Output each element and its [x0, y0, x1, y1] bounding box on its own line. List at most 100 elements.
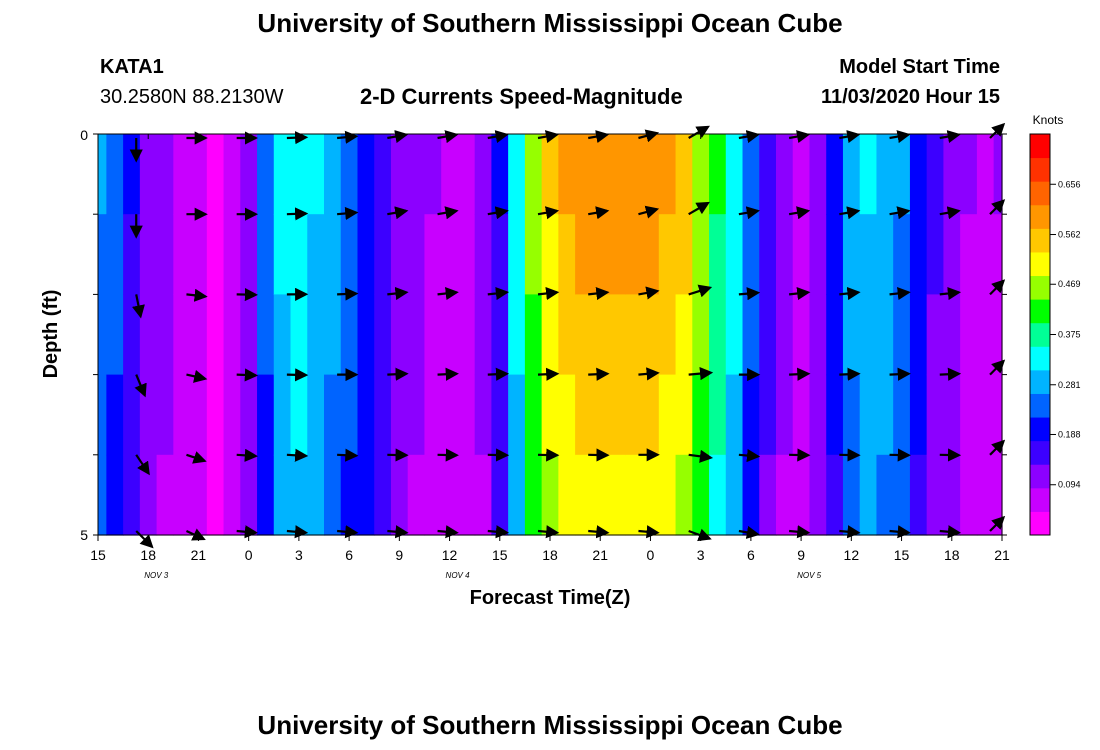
heatmap-cell [943, 214, 961, 295]
heatmap-cell [273, 454, 292, 536]
current-vector [588, 286, 610, 301]
heatmap-cell [240, 134, 258, 215]
heatmap-cell [173, 374, 191, 456]
heatmap-cell [357, 454, 375, 536]
heatmap-cell [842, 374, 861, 456]
heatmap-cell [960, 294, 978, 376]
heatmap-cells [98, 134, 1003, 536]
colorbar-tick-label: 0.469 [1058, 279, 1081, 289]
heatmap-cell [658, 214, 677, 295]
current-vector [186, 288, 208, 302]
heatmap-cell [491, 374, 509, 456]
heatmap-cell [424, 454, 442, 536]
heatmap-cell [792, 294, 811, 376]
current-vector [437, 367, 459, 381]
heatmap-cell [742, 454, 760, 536]
heatmap-cell [859, 134, 878, 215]
current-vectors [129, 122, 1006, 549]
heatmap-cell [357, 134, 375, 215]
x-tick-label: 0 [647, 547, 655, 563]
heatmap-cell [575, 294, 593, 376]
heatmap-cell [642, 294, 660, 376]
x-tick-label: 15 [492, 547, 508, 563]
x-axis: 15 18 21 0 3 6 9 12 15 18 21 0 3 6 9 12 15 18 21 NOV 3 NOV 4… [90, 134, 1010, 580]
current-vector [839, 367, 861, 381]
heatmap-cell [625, 454, 643, 536]
heatmap-cell [960, 214, 978, 295]
heatmap-cell [156, 374, 174, 456]
heatmap-cell [926, 374, 945, 456]
heatmap-cell [943, 454, 961, 536]
heatmap-cell [407, 134, 426, 215]
heatmap-cell [658, 134, 677, 215]
colorbar: Knots 0.094 0.188 0.281 0.375 0.469 0.562 0.65… [1029, 113, 1081, 536]
heatmap-cell [976, 134, 995, 215]
heatmap-cell [575, 134, 593, 215]
current-vector [135, 454, 150, 476]
colorbar-segment [1030, 204, 1050, 229]
x-tick-label: 9 [395, 547, 403, 563]
heatmap-cell [374, 134, 392, 215]
heatmap-cell [307, 374, 325, 456]
current-vector [186, 451, 207, 464]
heatmap-cell [441, 374, 459, 456]
model-start-value: 11/03/2020 Hour 15 [820, 86, 1000, 108]
current-vector [688, 449, 714, 463]
heatmap-cell [374, 294, 392, 376]
heatmap-cell [340, 374, 359, 456]
heatmap-cell [876, 294, 894, 376]
colorbar-tick-label: 0.281 [1058, 380, 1081, 390]
date-label: NOV 5 [797, 571, 822, 580]
heatmap-cell [826, 294, 844, 376]
heatmap-cell [457, 214, 476, 295]
heatmap-cell [98, 454, 107, 536]
heatmap-cell [625, 214, 643, 295]
current-vector [738, 448, 761, 463]
heatmap-cell [909, 374, 928, 456]
heatmap-cell [759, 214, 777, 295]
heatmap-cell [390, 294, 409, 376]
heatmap-cell [675, 294, 693, 376]
heatmap-cell [792, 134, 811, 215]
heatmap-cell [273, 294, 292, 376]
heatmap-cell [139, 454, 158, 536]
heatmap-cell [240, 214, 258, 295]
heatmap-cell [725, 294, 744, 376]
heatmap-cell [709, 214, 727, 295]
heatmap-cell [424, 214, 442, 295]
current-vector [487, 367, 510, 381]
current-vector [738, 287, 761, 301]
heatmap-cell [491, 214, 509, 295]
heatmap-cell [591, 294, 610, 376]
heatmap-cell [591, 214, 610, 295]
heatmap-cell [190, 454, 208, 536]
heatmap-cell [98, 294, 107, 376]
heatmap-cell [893, 134, 911, 215]
heatmap-cell [257, 134, 275, 215]
x-tick-label: 12 [844, 547, 860, 563]
current-vector [939, 525, 962, 539]
heatmap-cell [474, 214, 493, 295]
current-vector [487, 206, 509, 220]
x-tick-label: 3 [697, 547, 705, 563]
heatmap-cell [474, 294, 493, 376]
heatmap-cell [909, 294, 928, 376]
heatmap-cell [106, 134, 124, 215]
heatmap-cell [156, 214, 174, 295]
heatmap-cell [842, 294, 861, 376]
heatmap-cell [575, 454, 593, 536]
heatmap-cell [190, 134, 208, 215]
heatmap-cell [223, 134, 241, 215]
current-vector [387, 286, 409, 301]
plot-title: 2-D Currents Speed-Magnitude [360, 84, 683, 109]
heatmap-cell [508, 134, 526, 215]
heatmap-cell [457, 374, 476, 456]
heatmap-cell [926, 134, 945, 215]
heatmap-cell [407, 374, 426, 456]
station-coordinates: 30.2580N 88.2130W [100, 86, 284, 108]
heatmap-cell [809, 294, 827, 376]
heatmap-cell [541, 214, 559, 295]
heatmap-cell [407, 294, 426, 376]
heatmap-cell [524, 294, 543, 376]
colorbar-segment [1030, 393, 1050, 418]
